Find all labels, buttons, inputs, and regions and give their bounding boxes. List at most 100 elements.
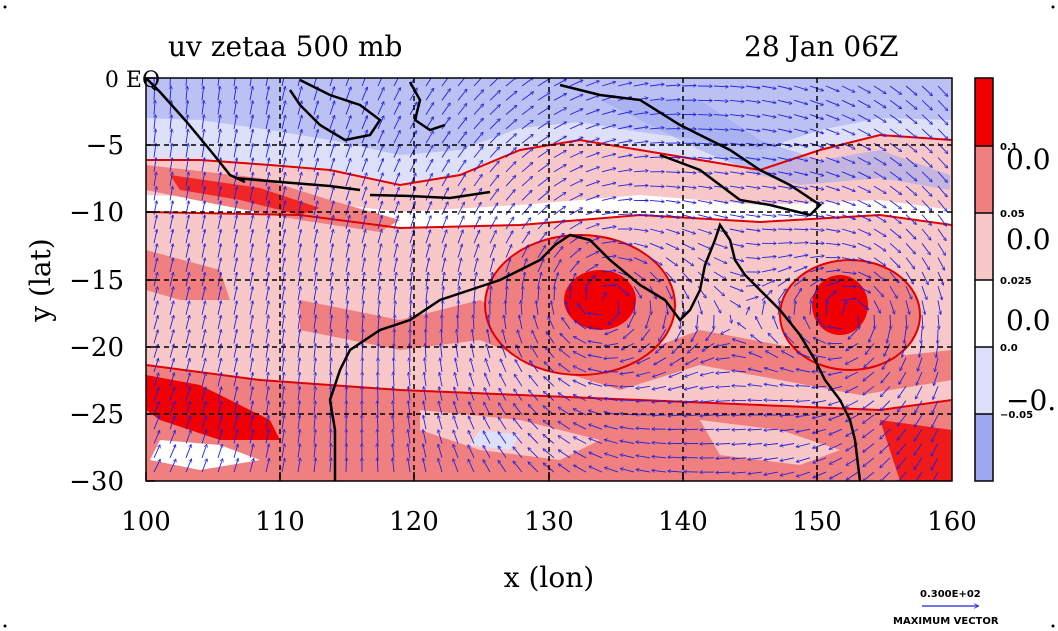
wind-vector [233,301,237,315]
wind-vector [825,214,840,218]
wind-vector [921,271,928,285]
wind-vector [809,289,818,301]
wind-vector [265,301,269,315]
wind-vector [361,187,366,201]
wind-vector [377,201,382,215]
wind-vector [937,300,941,315]
wind-vector [624,328,635,338]
wind-vector [569,95,583,101]
wind-vector [265,215,269,230]
wind-vector [937,257,945,270]
wind-vector [697,300,702,314]
wind-vector [487,330,491,344]
wind-vector [553,234,564,244]
wind-vector [410,344,411,358]
wind-vector [537,273,541,287]
wind-vector [934,371,939,385]
wind-vector [425,358,427,373]
wind-vector [297,315,300,330]
wind-vector [921,329,922,343]
wind-vector [393,159,400,172]
wind-vector [889,128,901,137]
wind-vector [345,87,351,101]
wind-vector [361,173,367,187]
wind-vector [297,187,302,201]
wind-vector [281,330,284,344]
wind-vector [777,171,792,175]
wind-vector [713,271,726,279]
wind-vector [505,176,516,187]
wind-vector [393,88,400,101]
wind-vector [169,258,173,273]
wind-vector [393,102,400,115]
wind-vector [649,242,663,248]
wind-vector [425,145,433,158]
wind-vector [329,315,332,330]
wind-vector [521,163,533,173]
wind-vector [153,330,158,344]
wind-vector [729,257,744,262]
wind-vector [809,171,824,176]
wind-vector [841,302,846,315]
y-tick-label-eq: 0 EQ [105,68,160,93]
wind-vector [313,215,317,230]
wind-vector [569,152,583,158]
wind-vector [745,214,760,217]
wind-vector [697,115,712,116]
wind-vector [809,128,823,133]
wind-vector [249,78,252,87]
wind-vector [665,128,680,129]
wind-vector [575,321,587,330]
wind-vector [265,315,269,330]
wind-vector [857,185,871,192]
wind-vector [281,130,286,144]
wind-vector [361,258,365,272]
wind-vector [773,316,779,330]
wind-vector [793,142,808,147]
wind-vector [601,139,616,144]
wind-vector [217,215,221,230]
wind-vector [217,301,221,315]
wind-vector [604,358,619,359]
wind-vector [345,258,349,272]
wind-vector [233,230,237,244]
wind-vector [646,314,651,328]
wind-vector [425,78,432,87]
wind-vector [889,142,901,151]
wind-vector [313,158,318,172]
wind-vector [185,187,189,201]
wind-vector [585,138,599,144]
wind-vector [649,157,664,158]
wind-vector [361,87,367,101]
wind-vector [684,429,699,430]
wind-vector [486,344,491,358]
wind-vector [185,230,189,244]
wind-vector [585,264,598,273]
wind-vector [153,172,156,187]
wind-vector [569,80,583,87]
wind-vector [377,216,382,230]
wind-vector [713,100,728,101]
wind-vector [777,229,792,230]
wind-vector [329,87,334,101]
wind-vector [670,357,683,365]
wind-vector [634,300,635,315]
wind-vector [537,259,544,273]
wind-vector [761,157,776,161]
wind-vector [458,315,459,330]
wind-vector [713,171,728,174]
wind-vector [882,357,891,370]
wind-vector [233,101,236,115]
wind-vector [841,85,855,92]
colorbar-label: 0.05 [1000,209,1025,220]
wind-vector [628,314,635,328]
wind-vector [889,285,897,298]
wind-vector [825,243,840,245]
wind-vector [672,343,683,353]
wind-vector [825,185,839,190]
wind-vector [887,329,891,343]
wind-vector [904,329,907,343]
wind-vector [745,285,760,286]
wind-vector [249,301,253,315]
wind-vector [553,108,566,115]
